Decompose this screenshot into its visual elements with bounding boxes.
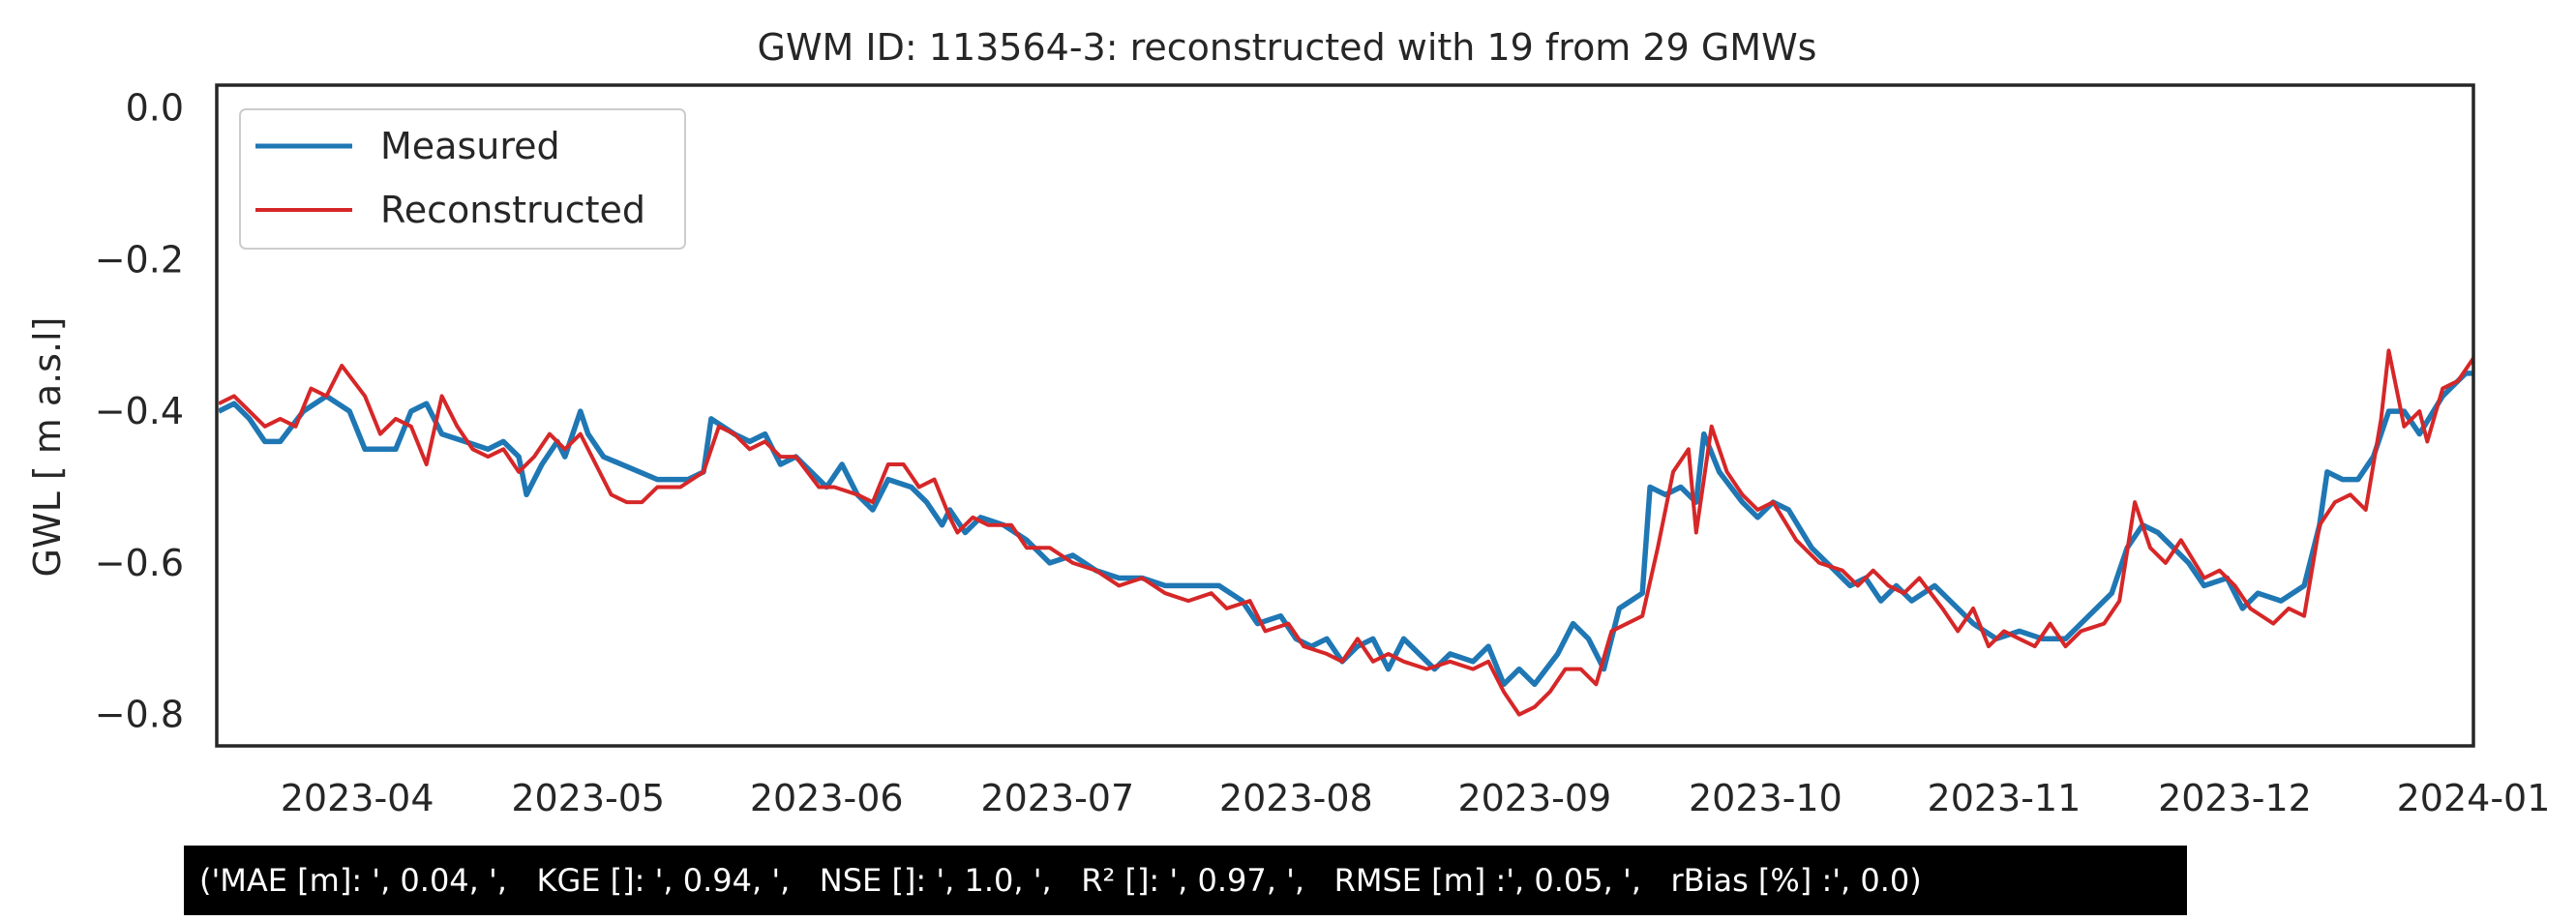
x-tick-label: 2023-08 — [1219, 777, 1373, 819]
x-tick-label: 2023-05 — [511, 777, 665, 819]
legend: Measured Reconstructed — [239, 108, 686, 250]
y-tick-label: −0.4 — [95, 390, 184, 432]
x-tick-label: 2023-12 — [2158, 777, 2312, 819]
y-tick-label: −0.2 — [95, 238, 184, 281]
y-tick-label: 0.0 — [126, 87, 184, 130]
plot-frame — [215, 83, 2475, 748]
x-tick-label: 2023-04 — [281, 777, 434, 819]
x-tick-label: 2023-07 — [980, 777, 1134, 819]
y-axis-label: GWL [ m a.s.l] — [26, 317, 69, 578]
series-line-reconstructed — [219, 348, 2473, 717]
y-tick-label: −0.8 — [95, 694, 184, 736]
series-line-measured — [219, 371, 2473, 688]
legend-label-measured: Measured — [380, 125, 560, 167]
metrics-text: ('MAE [m]: ', 0.04, ', KGE []: ', 0.94, … — [199, 862, 1922, 899]
x-tick-label: 2023-10 — [1689, 777, 1842, 819]
x-tick-label: 2023-11 — [1928, 777, 2082, 819]
x-tick-label: 2023-09 — [1457, 777, 1611, 819]
legend-label-reconstructed: Reconstructed — [380, 189, 645, 231]
x-tick-label: 2024-01 — [2397, 777, 2551, 819]
x-tick-label: 2023-06 — [750, 777, 904, 819]
y-tick-label: −0.6 — [95, 542, 184, 584]
chart-title: GWM ID: 113564-3: reconstructed with 19 … — [758, 26, 1817, 69]
metrics-box: ('MAE [m]: ', 0.04, ', KGE []: ', 0.94, … — [184, 846, 2187, 915]
